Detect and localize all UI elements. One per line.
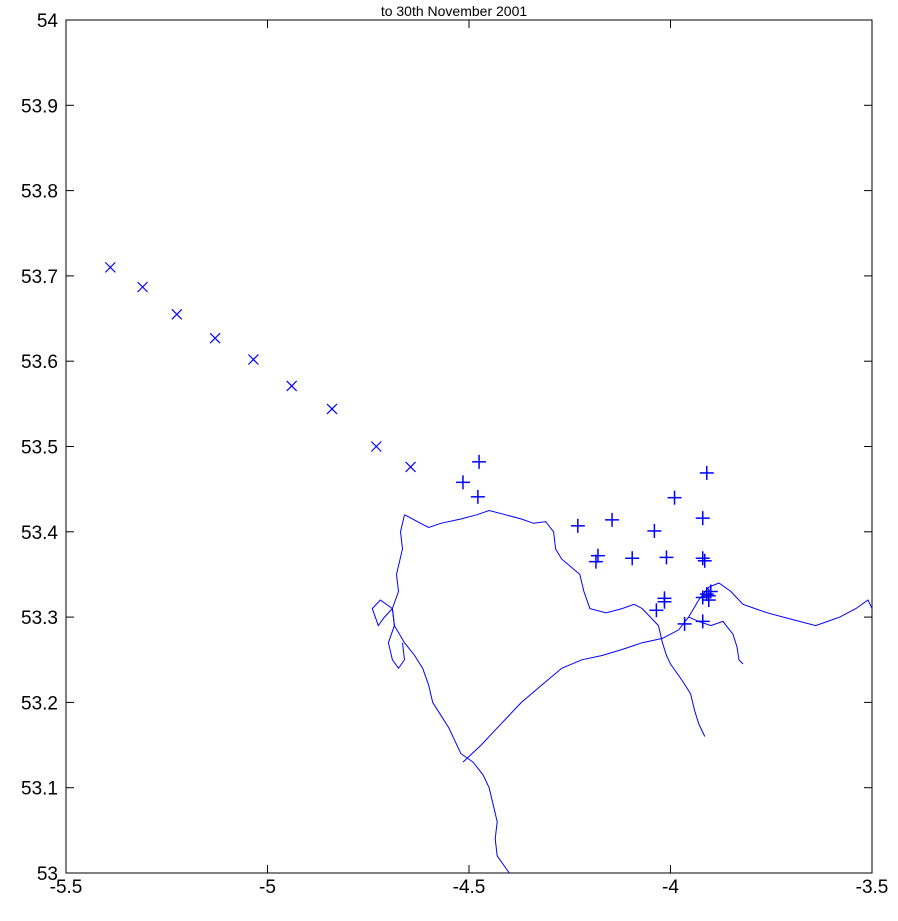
plus-marker (695, 551, 710, 566)
plus-marker (695, 614, 710, 629)
plus-marker (657, 591, 672, 606)
plus-marker (605, 512, 620, 527)
x-marker (286, 380, 298, 392)
plus-marker (472, 454, 487, 469)
coastline-segment (688, 582, 873, 627)
plus-marker (667, 490, 682, 505)
x-axis: -5.5 -5 -4.5 -4 -3.5 (50, 20, 889, 898)
y-tick-label: 53.8 (21, 182, 58, 203)
x-tick-label: -4.5 (453, 877, 486, 898)
plus-marker (590, 548, 605, 563)
plus-marker (588, 554, 603, 569)
coastline-segment (404, 509, 706, 737)
x-marker (326, 403, 338, 415)
y-tick-label: 53.9 (21, 96, 58, 117)
x-marker (171, 308, 183, 320)
y-tick-label: 54 (37, 11, 59, 32)
y-tick-label: 53.7 (21, 267, 58, 288)
x-tick-label: -5 (259, 877, 276, 898)
y-tick-label: 53.4 (21, 523, 58, 544)
plus-marker (625, 551, 640, 566)
x-tick-label: -5.5 (50, 877, 83, 898)
x-marker (104, 261, 116, 273)
x-marker (137, 281, 148, 293)
coastline-segment (371, 599, 406, 670)
y-tick-label: 53.6 (21, 352, 58, 373)
x-tick-label: -4 (662, 877, 679, 898)
x-marker (247, 354, 259, 365)
plus-marker (701, 588, 716, 603)
plus-marker (699, 465, 714, 480)
plus-marker (649, 603, 664, 618)
plus-marker (697, 553, 712, 568)
plus-marker (647, 523, 662, 538)
plus-marker (659, 550, 674, 565)
y-tick-label: 53 (37, 864, 58, 885)
y-tick-label: 53.5 (21, 438, 58, 459)
y-tick-label: 53.3 (21, 608, 58, 629)
x-tick-label: -3.5 (856, 877, 889, 898)
x-marker (209, 332, 221, 344)
marker-layer (104, 261, 718, 631)
plus-marker (695, 511, 710, 526)
y-tick-label: 53.1 (21, 779, 58, 800)
y-tick-label: 53.2 (21, 693, 58, 714)
chart-title: to 30th November 2001 (381, 3, 528, 19)
plus-marker (695, 590, 710, 605)
plus-marker (470, 489, 485, 504)
plus-marker (570, 518, 585, 533)
y-axis: 53 53.1 53.2 53.3 53.4 53.5 53.6 53.7 53.8 53.9 54 (21, 11, 872, 885)
coastline-segment (462, 616, 689, 763)
coastline-segment (391, 514, 510, 874)
plus-marker (455, 475, 470, 490)
plus-marker (677, 616, 692, 631)
x-marker (370, 441, 382, 452)
plot-area (65, 19, 873, 874)
x-marker (405, 461, 416, 473)
